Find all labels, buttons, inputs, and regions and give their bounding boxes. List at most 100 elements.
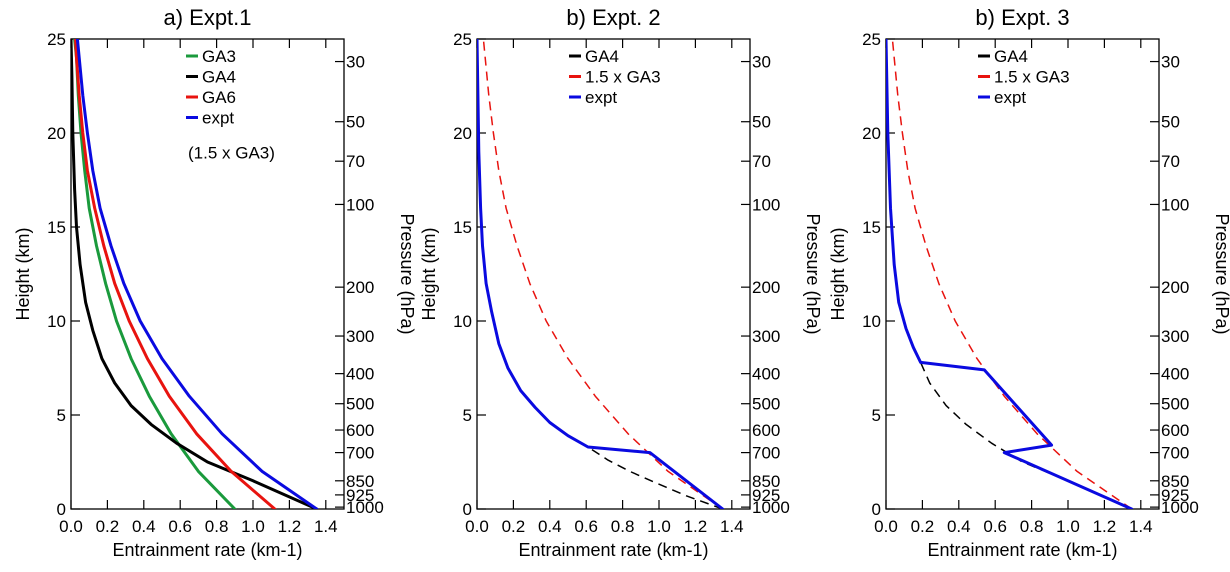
y-tick-label: 25 xyxy=(862,30,881,49)
x-axis-label: Entrainment rate (km-1) xyxy=(112,540,302,560)
series-line-1-5-x-ga3 xyxy=(482,39,724,509)
y-tick-label: 0 xyxy=(872,500,881,519)
x-tick-label: 0.6 xyxy=(574,517,598,536)
y-axis-label: Height (km) xyxy=(828,227,848,320)
pressure-tick-label: 850 xyxy=(346,472,374,491)
x-tick-label: 0.4 xyxy=(132,517,156,536)
pressure-tick-label: 500 xyxy=(346,395,374,414)
x-tick-label: 0.4 xyxy=(947,517,971,536)
y-tick-label: 20 xyxy=(47,124,66,143)
pressure-tick-label: 30 xyxy=(752,53,771,72)
legend-label: expt xyxy=(585,88,617,107)
pressure-tick-label: 300 xyxy=(346,327,374,346)
pressure-tick-label: 400 xyxy=(752,365,780,384)
y-tick-label: 25 xyxy=(453,30,472,49)
series-line-expt xyxy=(886,39,1134,509)
pressure-tick-label: 50 xyxy=(752,113,771,132)
legend-label: GA6 xyxy=(202,88,236,107)
y-tick-label: 0 xyxy=(57,500,66,519)
x-tick-label: 0.0 xyxy=(59,517,83,536)
x-tick-label: 0.0 xyxy=(465,517,489,536)
chart-title: b) Expt. 2 xyxy=(566,5,660,30)
pressure-tick-label: 30 xyxy=(1161,53,1180,72)
x-tick-label: 1.2 xyxy=(1093,517,1117,536)
x-tick-label: 1.4 xyxy=(720,517,744,536)
series-line-expt xyxy=(75,39,319,509)
y-tick-label: 25 xyxy=(47,30,66,49)
x-tick-label: 0.2 xyxy=(911,517,935,536)
y-axis-label: Height (km) xyxy=(419,227,439,320)
pressure-tick-label: 100 xyxy=(1161,195,1189,214)
pressure-tick-label: 500 xyxy=(752,395,780,414)
pressure-tick-label: 600 xyxy=(1161,421,1189,440)
pressure-tick-label: 1000 xyxy=(1161,498,1199,517)
pressure-tick-label: 700 xyxy=(1161,444,1189,463)
x-tick-label: 0.8 xyxy=(611,517,635,536)
y-axis-label: Height (km) xyxy=(13,227,33,320)
legend-label: 1.5 x GA3 xyxy=(585,68,661,87)
chart-title: a) Expt.1 xyxy=(163,5,251,30)
x-tick-label: 0.2 xyxy=(502,517,526,536)
pressure-tick-label: 700 xyxy=(346,444,374,463)
x-tick-label: 0.0 xyxy=(874,517,898,536)
series-line-ga4 xyxy=(71,39,319,509)
pressure-tick-label: 50 xyxy=(1161,113,1180,132)
x-tick-label: 0.6 xyxy=(983,517,1007,536)
pressure-axis-label: Pressure (hPa) xyxy=(397,213,417,334)
series-line-1-5-x-ga3 xyxy=(891,39,1133,509)
series-line-ga6 xyxy=(74,39,277,509)
pressure-tick-label: 925 xyxy=(1161,486,1189,505)
x-tick-label: 1.4 xyxy=(1129,517,1153,536)
y-tick-label: 5 xyxy=(872,406,881,425)
pressure-tick-label: 300 xyxy=(752,327,780,346)
legend-label: expt xyxy=(202,109,234,128)
series-line-expt xyxy=(477,39,725,509)
legend-note: (1.5 x GA3) xyxy=(188,144,275,163)
pressure-tick-label: 925 xyxy=(752,486,780,505)
plot-frame xyxy=(476,38,751,510)
y-tick-label: 20 xyxy=(862,124,881,143)
pressure-axis-label: Pressure (hPa) xyxy=(803,213,823,334)
x-tick-label: 1.0 xyxy=(241,517,265,536)
pressure-tick-label: 70 xyxy=(1161,152,1180,171)
x-tick-label: 0.8 xyxy=(205,517,229,536)
legend-label: expt xyxy=(994,88,1026,107)
x-axis-label: Entrainment rate (km-1) xyxy=(927,540,1117,560)
pressure-tick-label: 200 xyxy=(752,278,780,297)
pressure-tick-label: 100 xyxy=(346,195,374,214)
pressure-tick-label: 50 xyxy=(346,113,365,132)
pressure-axis-label: Pressure (hPa) xyxy=(1212,213,1230,334)
pressure-tick-label: 70 xyxy=(346,152,365,171)
panel-3: b) Expt. 3 0.0 0.2 0.4 0.6 0.8 1.0 1.2 1.4 0 5 10 15… xyxy=(828,5,1230,560)
x-tick-label: 0.4 xyxy=(538,517,562,536)
x-tick-label: 0.2 xyxy=(96,517,120,536)
panel-1: a) Expt.1 0.0 0.2 0.4 0.6 0.8 1.0 1.2 1.4 0 5 10 15 2… xyxy=(13,5,417,560)
y-tick-label: 10 xyxy=(453,312,472,331)
panel-2: b) Expt. 2 0.0 0.2 0.4 0.6 0.8 1.0 1.2 1.4 0 5 10 15… xyxy=(419,5,823,560)
x-axis-label: Entrainment rate (km-1) xyxy=(518,540,708,560)
y-tick-label: 15 xyxy=(453,218,472,237)
pressure-tick-label: 925 xyxy=(346,486,374,505)
series-line-ga4 xyxy=(587,446,723,509)
x-tick-label: 1.4 xyxy=(314,517,338,536)
y-tick-label: 10 xyxy=(862,312,881,331)
y-tick-label: 5 xyxy=(57,406,66,425)
pressure-tick-label: 300 xyxy=(1161,327,1189,346)
pressure-tick-label: 200 xyxy=(1161,278,1189,297)
legend-label: 1.5 x GA3 xyxy=(994,68,1070,87)
y-tick-label: 15 xyxy=(47,218,66,237)
y-tick-label: 20 xyxy=(453,124,472,143)
legend-label: GA3 xyxy=(202,47,236,66)
y-tick-label: 0 xyxy=(463,500,472,519)
pressure-tick-label: 500 xyxy=(1161,395,1189,414)
plot-frame xyxy=(70,38,345,510)
pressure-tick-label: 100 xyxy=(752,195,780,214)
legend-label: GA4 xyxy=(585,47,619,66)
y-tick-label: 5 xyxy=(463,406,472,425)
legend-label: GA4 xyxy=(202,68,236,87)
pressure-tick-label: 400 xyxy=(346,365,374,384)
pressure-tick-label: 850 xyxy=(752,472,780,491)
y-tick-label: 10 xyxy=(47,312,66,331)
pressure-tick-label: 1000 xyxy=(752,498,790,517)
